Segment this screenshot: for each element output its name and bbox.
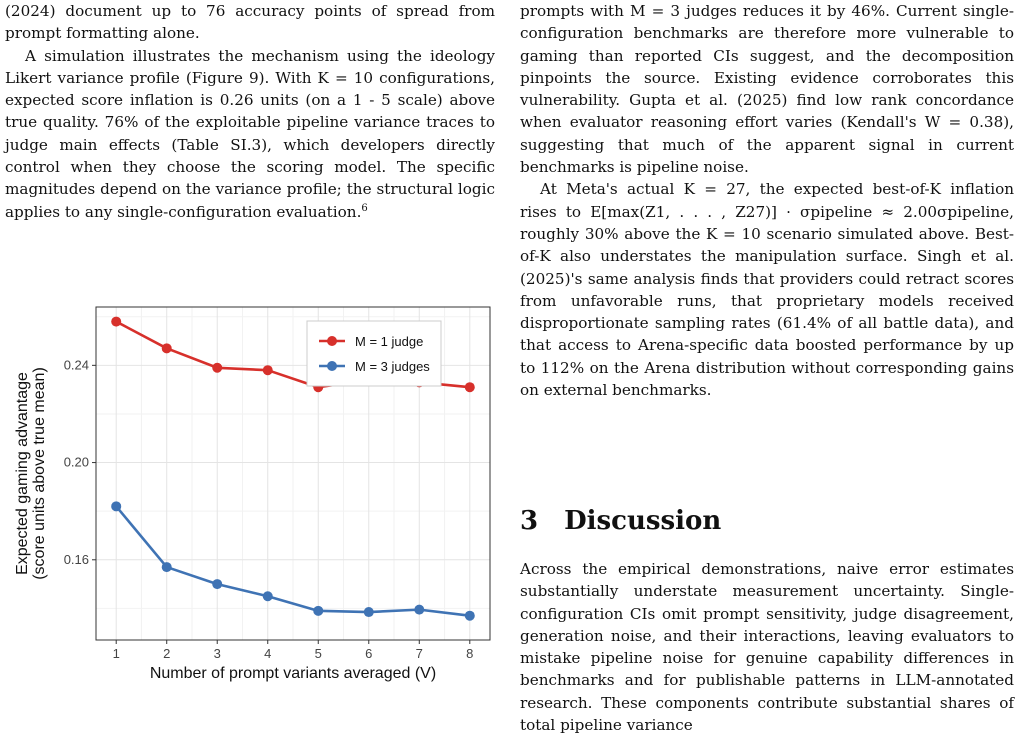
y-axis-label: Expected gaming advantage (14, 372, 31, 575)
data-point (262, 365, 273, 376)
section-heading: 3 Discussion (520, 506, 721, 536)
section-title: Discussion (564, 506, 722, 536)
paragraph: At Meta's actual K = 27, the expected be… (520, 180, 1014, 400)
legend-box (306, 320, 442, 387)
paragraph: (2024) document up to 76 accuracy points… (5, 2, 495, 43)
x-tick-label: 5 (315, 646, 322, 661)
plot-frame (95, 306, 491, 641)
data-point (313, 605, 324, 616)
y-tick-label: 0.24 (64, 357, 89, 372)
data-point (212, 362, 223, 373)
paragraph: A simulation illustrates the mechanism u… (5, 45, 495, 223)
x-tick-label: 8 (466, 646, 473, 661)
discussion-body: Across the empirical demonstrations, nai… (520, 558, 1014, 736)
legend-label: M = 1 judge (355, 334, 423, 349)
legend-label: M = 3 judges (355, 359, 430, 374)
x-axis-label: Number of prompt variants averaged (V) (150, 665, 436, 682)
y-tick-label: 0.20 (64, 455, 89, 470)
figure-chart: 1 2 3 4 5 6 7 8 0.16 0.20 0.24 Number of prompt var… (0, 300, 500, 690)
data-point (111, 501, 122, 512)
y-tick-label: 0.16 (64, 552, 89, 567)
paragraph-text: A simulation illustrates the mechanism u… (5, 46, 495, 221)
legend-swatch-dot (327, 336, 337, 346)
data-point (111, 316, 122, 327)
x-tick-label: 2 (163, 646, 170, 661)
legend-swatch-dot (327, 361, 337, 371)
x-tick-label: 7 (416, 646, 423, 661)
data-point (464, 610, 475, 621)
data-point (161, 343, 172, 354)
x-tick-label: 4 (264, 646, 271, 661)
section-number: 3 (520, 506, 539, 536)
footnote-mark[interactable]: 6 (361, 202, 368, 214)
data-point (262, 591, 273, 602)
paragraph: Across the empirical demonstrations, nai… (520, 560, 1014, 735)
x-tick-label: 6 (365, 646, 372, 661)
x-tick-label: 1 (113, 646, 120, 661)
x-tick-label: 3 (214, 646, 221, 661)
line-chart: 1 2 3 4 5 6 7 8 0.16 0.20 0.24 Number of prompt var… (14, 306, 491, 682)
paragraph: prompts with M = 3 judges reduces it by … (520, 2, 1014, 177)
y-axis-label-line2: (score units above true mean) (31, 367, 48, 580)
right-column: prompts with M = 3 judges reduces it by … (520, 0, 1014, 401)
data-point (212, 579, 223, 590)
data-point (363, 607, 374, 618)
data-point (414, 604, 425, 615)
left-column: (2024) document up to 76 accuracy points… (5, 0, 495, 223)
data-point (161, 562, 172, 573)
data-point (464, 382, 475, 393)
series-line (115, 505, 470, 617)
